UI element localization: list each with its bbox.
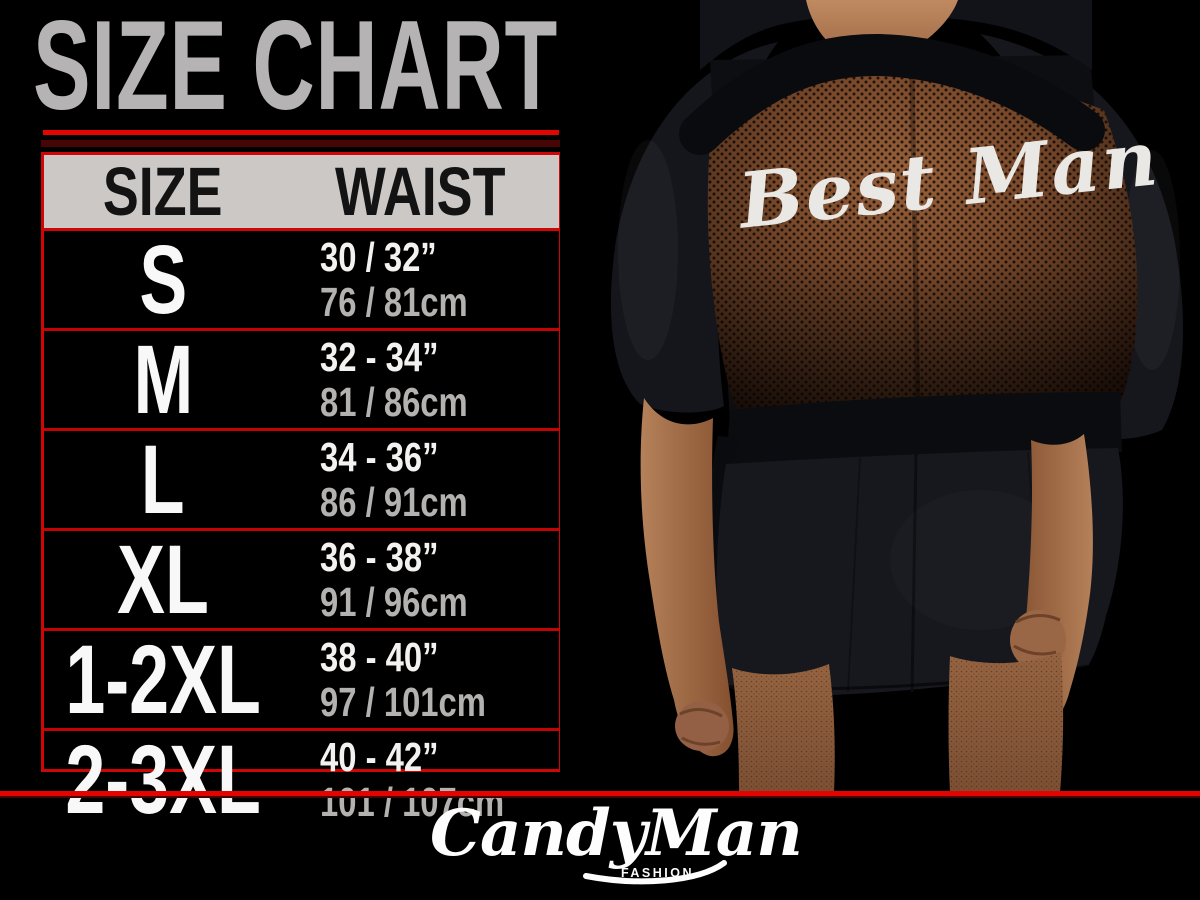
right-arm <box>1010 434 1093 729</box>
waist-cell: 34 - 36” 86 / 91cm <box>282 431 559 528</box>
waist-cm: 81 / 86cm <box>320 378 468 425</box>
brand-logo: CandyMan FASHION <box>430 796 803 892</box>
waist-inches: 34 - 36” <box>320 433 439 480</box>
waist-cell: 38 - 40” 97 / 101cm <box>282 631 559 728</box>
left-arm <box>640 398 734 757</box>
model-photo: Best Man <box>560 0 1200 793</box>
waist-inches: 32 - 34” <box>320 333 439 380</box>
brand-tagline: FASHION <box>620 866 694 880</box>
brand-name: CandyMan <box>430 796 803 871</box>
table-row: 2-3XL 40 - 42” 101 / 107cm <box>44 728 559 828</box>
page-title: SIZE CHART <box>33 0 558 136</box>
size-cell: 1-2XL <box>44 631 282 728</box>
title-underline <box>43 130 559 135</box>
table-row: XL 36 - 38” 91 / 96cm <box>44 528 559 628</box>
size-label: S <box>139 225 187 334</box>
waist-cell: 30 / 32” 76 / 81cm <box>282 231 559 328</box>
mesh-back-panel <box>707 68 1138 421</box>
column-header-size: SIZE <box>44 157 282 226</box>
size-cell: L <box>44 431 282 528</box>
waist-cm: 101 / 107cm <box>320 778 505 825</box>
size-table: SIZE WAIST S 30 / 32” 76 / 81cm M 32 - 3… <box>41 152 562 828</box>
size-cell: XL <box>44 531 282 628</box>
left-leg <box>732 664 835 793</box>
size-cell: S <box>44 231 282 328</box>
column-header-waist: WAIST <box>282 157 559 226</box>
waist-cell: 36 - 38” 91 / 96cm <box>282 531 559 628</box>
waist-inches: 38 - 40” <box>320 633 439 680</box>
bottom-divider-line <box>0 791 1200 796</box>
table-row: L 34 - 36” 86 / 91cm <box>44 428 559 528</box>
size-label: 1-2XL <box>65 625 261 734</box>
size-label: XL <box>117 525 209 634</box>
size-label: L <box>141 425 185 534</box>
waist-cm: 97 / 101cm <box>320 678 486 725</box>
table-row: 1-2XL 38 - 40” 97 / 101cm <box>44 628 559 728</box>
size-cell: 2-3XL <box>44 731 282 828</box>
waist-inches: 36 - 38” <box>320 533 439 580</box>
column-header-size-label: SIZE <box>103 153 223 230</box>
waist-cm: 91 / 96cm <box>320 578 468 625</box>
size-label: M <box>133 325 193 434</box>
logo-swash-icon <box>583 860 727 885</box>
bottom-divider-shadow <box>0 796 1200 798</box>
waist-inches: 40 - 42” <box>320 733 439 780</box>
shoulder-yoke <box>700 0 1092 70</box>
table-row: S 30 / 32” 76 / 81cm <box>44 231 559 328</box>
table-header-row: SIZE WAIST <box>44 155 559 231</box>
right-leg <box>948 652 1064 793</box>
waist-cell: 40 - 42” 101 / 107cm <box>282 731 559 828</box>
size-cell: M <box>44 331 282 428</box>
collar <box>679 33 1105 155</box>
title-underline-shadow <box>41 140 562 147</box>
waist-cell: 32 - 34” 81 / 86cm <box>282 331 559 428</box>
waist-inches: 30 / 32” <box>320 233 437 280</box>
column-header-waist-label: WAIST <box>335 153 506 230</box>
waist-cm: 86 / 91cm <box>320 478 468 525</box>
waist-cm: 76 / 81cm <box>320 278 468 325</box>
table-row: M 32 - 34” 81 / 86cm <box>44 328 559 428</box>
size-label: 2-3XL <box>65 725 261 834</box>
